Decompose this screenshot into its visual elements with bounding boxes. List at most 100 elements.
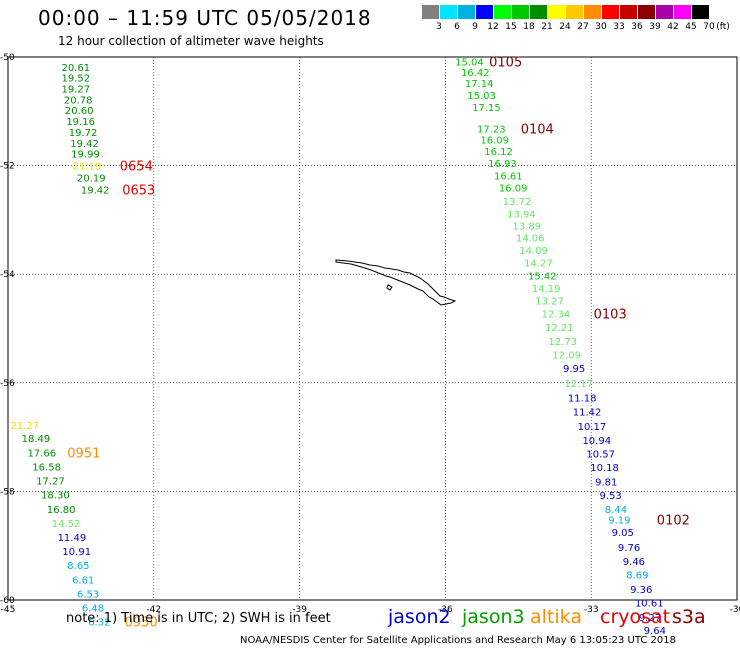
wave-height-reading: 21.27 [10, 421, 39, 432]
longitude-label: -45 [1, 605, 16, 615]
satellite-s3a-label: s3a [672, 606, 706, 628]
pass-time-label: 0950 [125, 616, 158, 631]
wave-height-reading: 19.27 [61, 84, 90, 95]
wave-height-reading: 20.60 [65, 106, 94, 117]
satellite-jason2-label: jason2 [388, 606, 451, 628]
wave-height-reading: 16.09 [480, 136, 509, 147]
pass-time-label: 0104 [521, 123, 554, 138]
colorbar-swatch [440, 5, 458, 19]
colorbar-tick-label: 9 [472, 22, 478, 32]
colorbar-swatch [476, 5, 494, 19]
island-islet [386, 284, 393, 291]
pass-time-label: 0105 [489, 55, 522, 70]
wave-height-reading: 21.19 [73, 162, 102, 173]
longitude-label: -33 [584, 605, 599, 615]
colorbar-tick-label: 6 [454, 22, 460, 32]
wave-height-reading: 14.06 [516, 233, 545, 244]
wave-height-reading: 12.21 [545, 323, 574, 334]
wave-height-reading: 13.27 [535, 296, 564, 307]
wave-height-reading: 16.80 [47, 505, 76, 516]
colorbar-swatch [458, 5, 476, 19]
colorbar-swatch [638, 5, 656, 19]
wave-height-reading: 9.19 [608, 516, 630, 527]
wave-height-reading: 10.61 [635, 599, 664, 610]
colorbar-tick-label: 70 [703, 22, 715, 32]
wave-height-reading: 13.72 [503, 197, 532, 208]
wave-height-reading: 17.66 [27, 448, 56, 459]
pass-time-label: 0951 [67, 446, 100, 461]
wave-height-reading: 13.89 [512, 221, 541, 232]
wave-height-reading: 18.30 [41, 491, 70, 502]
wave-height-reading: 9.76 [618, 543, 640, 554]
wave-height-reading: 10.57 [586, 449, 615, 460]
satellite-jason3-label: jason3 [462, 606, 525, 628]
wave-height-reading: 12.73 [548, 337, 577, 348]
wave-height-reading: 12.34 [542, 309, 571, 320]
colorbar-swatch [692, 5, 710, 19]
wave-height-reading: 6.53 [77, 589, 99, 600]
wave-height-reading: 17.23 [477, 125, 506, 136]
pass-time-label: 0654 [120, 160, 153, 175]
wave-height-reading: 11.42 [573, 408, 602, 419]
colorbar-tick-label: 42 [667, 22, 679, 32]
wave-height-reading: 10.91 [62, 547, 91, 558]
colorbar-swatch [494, 5, 512, 19]
wave-height-reading: 11.18 [568, 393, 597, 404]
wave-height-reading: 8.69 [626, 570, 648, 581]
colorbar-swatch [512, 5, 530, 19]
colorbar-tick-label: 33 [613, 22, 625, 32]
wave-height-reading: 10.18 [590, 463, 619, 474]
wave-height-reading: 19.42 [70, 139, 99, 150]
colorbar-unit: (ft) [716, 22, 730, 32]
wave-height-reading: 15.04 [455, 57, 484, 68]
wave-height-reading: 19.72 [69, 128, 98, 139]
footer-credit: NOAA/NESDIS Center for Satellite Applica… [240, 635, 676, 646]
colorbar-tick-label: 39 [649, 22, 661, 32]
latitude-label: -58 [0, 487, 15, 497]
wave-height-reading: 12.09 [552, 351, 581, 362]
colorbar-swatch [620, 5, 638, 19]
units-note: note: 1) Time is in UTC; 2) SWH is in fe… [66, 611, 331, 626]
longitude-label: -36 [438, 605, 453, 615]
colorbar-tick-label: 18 [523, 22, 535, 32]
wave-height-reading: 11.49 [58, 533, 87, 544]
wave-height-reading: 6.32 [88, 618, 110, 629]
colorbar-swatch [422, 5, 440, 19]
longitude-label: -42 [146, 605, 161, 615]
satellite-altika-label: altika [530, 606, 582, 628]
wave-height-reading: 9.81 [595, 478, 617, 489]
pass-time-label: 0653 [122, 183, 155, 198]
colorbar-swatch [530, 5, 548, 19]
wave-height-reading: 6.48 [82, 604, 104, 615]
wave-height-reading: 16.12 [484, 147, 513, 158]
wave-height-reading: 12.17 [564, 379, 593, 390]
colorbar-tick-label: 45 [685, 22, 697, 32]
colorbar-tick-label: 15 [505, 22, 517, 32]
longitude-label: -39 [292, 605, 307, 615]
wave-height-reading: 13.94 [507, 209, 536, 220]
colorbar-swatch [602, 5, 620, 19]
wave-height-reading: 9.05 [612, 528, 634, 539]
colorbar-tick-label: 3 [436, 22, 442, 32]
wave-height-reading: 10.94 [582, 436, 611, 447]
island-coastline [335, 259, 457, 306]
wave-height-reading: 8.44 [605, 505, 627, 516]
colorbar-swatch [656, 5, 674, 19]
wave-height-reading: 19.52 [61, 74, 90, 85]
colorbar-tick-label: 24 [559, 22, 571, 32]
wave-height-reading: 16.58 [32, 462, 61, 473]
wave-height-reading: 14.09 [519, 246, 548, 257]
pass-time-label: 0102 [657, 514, 690, 529]
wave-height-reading: 9.95 [563, 364, 585, 375]
latitude-label: -56 [0, 379, 15, 389]
wave-height-reading: 9.46 [623, 557, 645, 568]
satellite-cryosat-label: cryosat [600, 606, 671, 628]
wave-height-reading: 14.27 [524, 258, 553, 269]
wave-height-reading: 6.61 [72, 575, 94, 586]
wave-height-reading: 17.14 [465, 79, 494, 90]
latitude-label: -50 [0, 53, 15, 63]
longitude-label: -30 [730, 605, 740, 615]
wave-height-reading: 15.42 [528, 271, 557, 282]
pass-time-label: 0103 [594, 307, 627, 322]
wave-height-reading: 8.65 [67, 561, 89, 572]
